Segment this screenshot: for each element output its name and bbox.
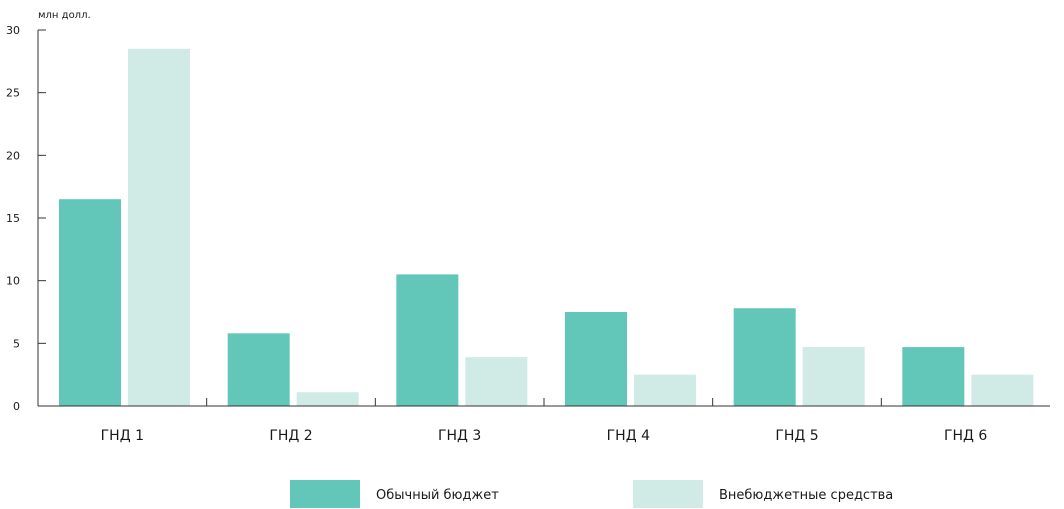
x-category-label: ГНД 1 bbox=[101, 428, 144, 444]
bars-group bbox=[59, 48, 1034, 407]
bar-regular-6 bbox=[902, 347, 965, 406]
bar-regular-1 bbox=[59, 199, 121, 406]
legend-swatch-regular bbox=[290, 480, 360, 508]
y-tick-label: 20 bbox=[6, 149, 20, 162]
bar-regular-2 bbox=[227, 333, 290, 406]
bar-extrabudget-5 bbox=[802, 347, 865, 406]
y-ticks-group: 0 5 10 15 20 25 30 bbox=[6, 24, 46, 413]
bar-extrabudget-1 bbox=[128, 48, 190, 407]
legend-label-regular: Обычный бюджет bbox=[376, 488, 499, 503]
bar-regular-3 bbox=[396, 274, 459, 406]
legend-label-extrabudget: Внебюджетные средства bbox=[719, 488, 893, 503]
y-tick-label: 0 bbox=[13, 400, 20, 413]
x-category-label: ГНД 3 bbox=[438, 428, 481, 444]
y-tick-label: 5 bbox=[13, 337, 20, 350]
y-tick-label: 10 bbox=[6, 275, 20, 288]
bar-extrabudget-4 bbox=[634, 374, 696, 406]
bar-regular-4 bbox=[565, 312, 627, 406]
y-tick-label: 15 bbox=[6, 212, 20, 225]
legend: Обычный бюджет Внебюджетные средства bbox=[290, 480, 893, 508]
x-ticks-group: ГНД 1 ГНД 2 ГНД 3 ГНД 4 ГНД 5 ГНД 6 bbox=[101, 398, 987, 444]
x-category-label: ГНД 5 bbox=[775, 428, 818, 444]
x-category-label: ГНД 6 bbox=[944, 428, 987, 444]
bar-extrabudget-2 bbox=[296, 392, 359, 406]
y-tick-label: 30 bbox=[6, 24, 20, 37]
y-tick-label: 25 bbox=[6, 87, 20, 100]
y-unit-label: млн долл. bbox=[38, 10, 91, 21]
x-category-label: ГНД 2 bbox=[269, 428, 312, 444]
bar-extrabudget-3 bbox=[465, 357, 528, 406]
x-category-label: ГНД 4 bbox=[607, 428, 650, 444]
bar-regular-5 bbox=[733, 308, 796, 406]
bar-extrabudget-6 bbox=[971, 374, 1034, 406]
legend-swatch-extrabudget bbox=[633, 480, 703, 508]
